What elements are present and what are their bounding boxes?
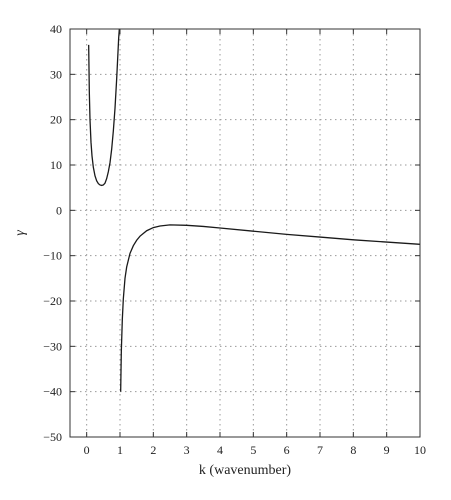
x-tick-label: 4 xyxy=(217,443,223,457)
y-tick-label: 30 xyxy=(50,67,62,81)
x-tick-label: 7 xyxy=(317,443,323,457)
y-tick-label: −30 xyxy=(43,339,62,353)
series-line-2 xyxy=(120,224,421,392)
x-tick-label: 9 xyxy=(384,443,390,457)
axis-ticks: 0 1 2 3 4 5 6 7 8 9 10 −50 −40 −30 −20 −10 0 10 20 30 40 xyxy=(43,22,426,457)
x-tick-label: 2 xyxy=(150,443,156,457)
y-tick-label: 0 xyxy=(56,203,62,217)
y-tick-label: 40 xyxy=(50,22,62,36)
plot-frame xyxy=(69,28,421,438)
y-tick-label: 20 xyxy=(50,113,62,127)
x-tick-label: 6 xyxy=(284,443,290,457)
x-tick-label: 8 xyxy=(350,443,356,457)
y-tick-label: −40 xyxy=(43,385,62,399)
grid-lines xyxy=(70,29,421,437)
y-tick-label: −10 xyxy=(43,249,62,263)
x-tick-label: 5 xyxy=(250,443,256,457)
y-tick-label: 10 xyxy=(50,158,62,172)
x-axis-label: k (wavenumber) xyxy=(199,463,291,478)
y-tick-label: −50 xyxy=(43,430,62,444)
x-tick-label: 0 xyxy=(84,443,90,457)
x-tick-label: 3 xyxy=(184,443,190,457)
series-line-1 xyxy=(88,28,120,187)
y-axis-label: γ xyxy=(13,230,28,236)
x-tick-label: 10 xyxy=(414,443,426,457)
data-curves xyxy=(88,28,421,392)
y-tick-label: −20 xyxy=(43,294,62,308)
x-tick-label: 1 xyxy=(117,443,123,457)
